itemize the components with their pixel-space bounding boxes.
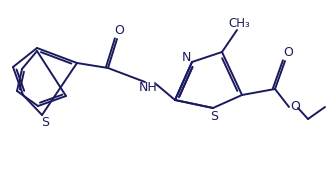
- Text: S: S: [210, 110, 218, 122]
- Text: NH: NH: [139, 81, 157, 93]
- Text: N: N: [181, 50, 191, 64]
- Text: O: O: [114, 23, 124, 37]
- Text: O: O: [290, 100, 300, 112]
- Text: O: O: [283, 45, 293, 59]
- Text: CH₃: CH₃: [228, 16, 250, 30]
- Text: S: S: [41, 117, 49, 129]
